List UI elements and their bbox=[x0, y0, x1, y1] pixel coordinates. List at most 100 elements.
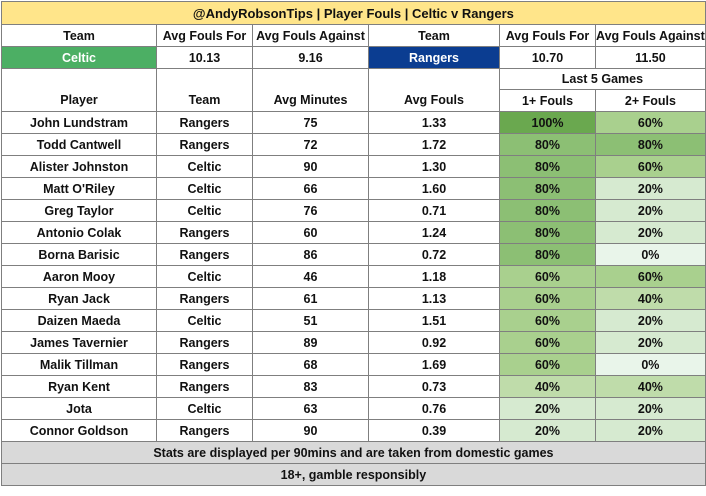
player-two-plus-fouls: 20% bbox=[595, 309, 706, 332]
player-row: Aaron Mooy Celtic 46 1.18 60% 60% bbox=[1, 265, 706, 288]
player-row: James Tavernier Rangers 89 0.92 60% 20% bbox=[1, 331, 706, 354]
player-row: Borna Barisic Rangers 86 0.72 80% 0% bbox=[1, 243, 706, 266]
player-team: Celtic bbox=[156, 309, 253, 332]
player-one-plus-fouls: 80% bbox=[499, 155, 596, 178]
player-avg-fouls: 0.92 bbox=[368, 331, 500, 354]
player-fouls-table: @AndyRobsonTips | Player Fouls | Celtic … bbox=[1, 1, 706, 486]
player-team: Celtic bbox=[156, 155, 253, 178]
avg-fouls-against-header-home: Avg Fouls Against bbox=[252, 24, 369, 47]
player-team: Rangers bbox=[156, 287, 253, 310]
home-team-name: Celtic bbox=[1, 46, 157, 69]
player-avg-minutes: 51 bbox=[252, 309, 369, 332]
player-avg-minutes: 68 bbox=[252, 353, 369, 376]
player-avg-fouls: 1.33 bbox=[368, 111, 500, 134]
player-name: Ryan Jack bbox=[1, 287, 157, 310]
player-avg-minutes: 75 bbox=[252, 111, 369, 134]
player-two-plus-fouls: 0% bbox=[595, 243, 706, 266]
player-avg-fouls: 1.13 bbox=[368, 287, 500, 310]
player-name: Matt O'Riley bbox=[1, 177, 157, 200]
player-avg-fouls: 1.18 bbox=[368, 265, 500, 288]
player-row: John Lundstram Rangers 75 1.33 100% 60% bbox=[1, 111, 706, 134]
player-one-plus-fouls: 20% bbox=[499, 397, 596, 420]
player-team: Rangers bbox=[156, 353, 253, 376]
gamble-disclaimer: 18+, gamble responsibly bbox=[1, 463, 706, 486]
player-team: Rangers bbox=[156, 419, 253, 442]
player-avg-minutes: 63 bbox=[252, 397, 369, 420]
team-header-away: Team bbox=[368, 24, 500, 47]
away-team-name: Rangers bbox=[368, 46, 500, 69]
player-team: Celtic bbox=[156, 265, 253, 288]
player-row: Alister Johnston Celtic 90 1.30 80% 60% bbox=[1, 155, 706, 178]
player-one-plus-fouls: 80% bbox=[499, 243, 596, 266]
team-header-row: Team Avg Fouls For Avg Fouls Against Tea… bbox=[1, 24, 706, 47]
player-avg-fouls: 0.39 bbox=[368, 419, 500, 442]
player-avg-minutes: 61 bbox=[252, 287, 369, 310]
player-name: Malik Tillman bbox=[1, 353, 157, 376]
column-header-row: 1+ Fouls 2+ Fouls bbox=[2, 89, 706, 112]
player-avg-fouls: 1.69 bbox=[368, 353, 500, 376]
player-avg-fouls: 1.72 bbox=[368, 133, 500, 156]
player-avg-minutes: 90 bbox=[252, 419, 369, 442]
team-column-header: Team bbox=[156, 68, 253, 112]
player-one-plus-fouls: 60% bbox=[499, 331, 596, 354]
player-avg-fouls: 0.73 bbox=[368, 375, 500, 398]
player-name: Ryan Kent bbox=[1, 375, 157, 398]
player-row: Ryan Jack Rangers 61 1.13 60% 40% bbox=[1, 287, 706, 310]
player-avg-fouls: 1.60 bbox=[368, 177, 500, 200]
player-one-plus-fouls: 60% bbox=[499, 309, 596, 332]
avg-fouls-column-header: Avg Fouls bbox=[368, 68, 500, 112]
player-team: Rangers bbox=[156, 221, 253, 244]
away-avg-fouls-for: 10.70 bbox=[499, 46, 596, 69]
player-row: Todd Cantwell Rangers 72 1.72 80% 80% bbox=[1, 133, 706, 156]
player-one-plus-fouls: 100% bbox=[499, 111, 596, 134]
last-five-games-header: Last 5 Games bbox=[499, 68, 706, 90]
player-avg-minutes: 86 bbox=[252, 243, 369, 266]
player-name: Alister Johnston bbox=[1, 155, 157, 178]
player-one-plus-fouls: 40% bbox=[499, 375, 596, 398]
player-avg-minutes: 83 bbox=[252, 375, 369, 398]
player-team: Rangers bbox=[156, 243, 253, 266]
player-two-plus-fouls: 40% bbox=[595, 287, 706, 310]
player-two-plus-fouls: 60% bbox=[595, 155, 706, 178]
player-avg-fouls: 1.30 bbox=[368, 155, 500, 178]
player-name: Aaron Mooy bbox=[1, 265, 157, 288]
player-row: Jota Celtic 63 0.76 20% 20% bbox=[1, 397, 706, 420]
player-name: Borna Barisic bbox=[1, 243, 157, 266]
player-row: Greg Taylor Celtic 76 0.71 80% 20% bbox=[1, 199, 706, 222]
player-avg-minutes: 66 bbox=[252, 177, 369, 200]
player-two-plus-fouls: 20% bbox=[595, 331, 706, 354]
home-avg-fouls-for: 10.13 bbox=[156, 46, 253, 69]
player-two-plus-fouls: 20% bbox=[595, 177, 706, 200]
avg-fouls-against-header-away: Avg Fouls Against bbox=[595, 24, 706, 47]
player-avg-minutes: 60 bbox=[252, 221, 369, 244]
player-two-plus-fouls: 60% bbox=[595, 111, 706, 134]
player-row: Malik Tillman Rangers 68 1.69 60% 0% bbox=[1, 353, 706, 376]
player-avg-minutes: 76 bbox=[252, 199, 369, 222]
player-name: Jota bbox=[1, 397, 157, 420]
player-row: Antonio Colak Rangers 60 1.24 80% 20% bbox=[1, 221, 706, 244]
player-two-plus-fouls: 80% bbox=[595, 133, 706, 156]
player-one-plus-fouls: 20% bbox=[499, 419, 596, 442]
player-one-plus-fouls: 80% bbox=[499, 221, 596, 244]
player-two-plus-fouls: 0% bbox=[595, 353, 706, 376]
player-one-plus-fouls: 60% bbox=[499, 353, 596, 376]
player-row: Ryan Kent Rangers 83 0.73 40% 40% bbox=[1, 375, 706, 398]
player-team: Rangers bbox=[156, 331, 253, 354]
two-plus-fouls-header: 2+ Fouls bbox=[595, 89, 706, 112]
team-summary-row: Celtic 10.13 9.16 Rangers 10.70 11.50 bbox=[1, 46, 706, 69]
player-avg-fouls: 0.71 bbox=[368, 199, 500, 222]
player-one-plus-fouls: 80% bbox=[499, 199, 596, 222]
player-avg-fouls: 1.24 bbox=[368, 221, 500, 244]
player-name: Todd Cantwell bbox=[1, 133, 157, 156]
player-avg-fouls: 1.51 bbox=[368, 309, 500, 332]
player-avg-fouls: 0.76 bbox=[368, 397, 500, 420]
player-one-plus-fouls: 80% bbox=[499, 177, 596, 200]
avg-fouls-for-header-away: Avg Fouls For bbox=[499, 24, 596, 47]
player-name: John Lundstram bbox=[1, 111, 157, 134]
player-avg-minutes: 46 bbox=[252, 265, 369, 288]
player-rows: John Lundstram Rangers 75 1.33 100% 60% Todd C… bbox=[1, 111, 706, 442]
player-avg-minutes: 90 bbox=[252, 155, 369, 178]
away-avg-fouls-against: 11.50 bbox=[595, 46, 706, 69]
player-two-plus-fouls: 40% bbox=[595, 375, 706, 398]
player-one-plus-fouls: 80% bbox=[499, 133, 596, 156]
